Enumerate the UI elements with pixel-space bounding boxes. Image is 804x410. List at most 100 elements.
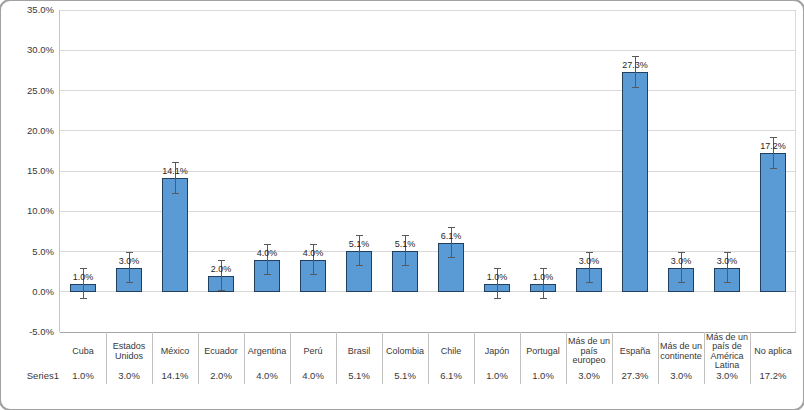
error-bar-cap-top: [448, 227, 455, 228]
data-table-value: 5.1%: [382, 370, 428, 383]
category-label: Estados Unidos: [106, 333, 152, 370]
error-bar-cap-bottom: [678, 282, 685, 283]
chart-window: Series1 35.0%30.0%25.0%20.0%15.0%10.0%5.…: [0, 0, 804, 410]
category-label: Brasil: [336, 333, 382, 370]
bar: [760, 153, 786, 291]
bar-data-label: 5.1%: [339, 239, 379, 249]
error-bar-cap-bottom: [724, 282, 731, 283]
error-bar-cap-top: [586, 252, 593, 253]
category-label: Portugal: [520, 333, 566, 370]
table-separator: [704, 332, 705, 384]
table-separator: [152, 332, 153, 384]
error-bar-cap-top: [402, 235, 409, 236]
error-bar-cap-bottom: [632, 87, 639, 88]
data-table-value: 1.0%: [60, 370, 106, 383]
plot-right-border: [795, 10, 796, 332]
category-label: Más de un país de América Latina: [704, 333, 750, 370]
bar-data-label: 6.1%: [431, 231, 471, 241]
data-table-value: 6.1%: [428, 370, 474, 383]
y-axis-label: 35.0%: [0, 5, 54, 15]
table-separator: [428, 332, 429, 384]
y-axis-label: 15.0%: [0, 166, 54, 176]
bar-data-label: 3.0%: [109, 256, 149, 266]
data-table-value: 3.0%: [566, 370, 612, 383]
bar-data-label: 1.0%: [63, 272, 103, 282]
bar-data-label: 5.1%: [385, 239, 425, 249]
gridline: [60, 50, 796, 51]
error-bar-cap-top: [310, 244, 317, 245]
category-label: Argentina: [244, 333, 290, 370]
data-table-value: 17.2%: [750, 370, 796, 383]
error-bar-cap-top: [678, 252, 685, 253]
y-axis-label: 20.0%: [0, 126, 54, 136]
data-table-value: 5.1%: [336, 370, 382, 383]
error-bar-cap-bottom: [126, 282, 133, 283]
data-table-value: 2.0%: [198, 370, 244, 383]
data-table-value: 27.3%: [612, 370, 658, 383]
error-bar-cap-top: [172, 162, 179, 163]
y-axis-label: 0.0%: [0, 287, 54, 297]
y-axis-label: 30.0%: [0, 45, 54, 55]
table-separator: [474, 332, 475, 384]
y-axis-label: 10.0%: [0, 206, 54, 216]
error-bar-cap-bottom: [448, 257, 455, 258]
category-label: Más de un continente: [658, 333, 704, 370]
bar-data-label: 14.1%: [155, 166, 195, 176]
category-label: Más de un país europeo: [566, 333, 612, 370]
table-separator: [566, 332, 567, 384]
error-bar-cap-bottom: [540, 298, 547, 299]
category-label: España: [612, 333, 658, 370]
error-bar-cap-bottom: [218, 290, 225, 291]
bar-data-label: 1.0%: [523, 272, 563, 282]
error-bar-cap-bottom: [264, 274, 271, 275]
data-table-value: 1.0%: [474, 370, 520, 383]
bar-data-label: 2.0%: [201, 264, 241, 274]
error-bar-cap-bottom: [356, 265, 363, 266]
error-bar-cap-bottom: [770, 168, 777, 169]
category-label: México: [152, 333, 198, 370]
data-table-value: 1.0%: [520, 370, 566, 383]
bar-data-label: 3.0%: [707, 256, 747, 266]
category-label: Cuba: [60, 333, 106, 370]
table-separator: [106, 332, 107, 384]
gridline: [60, 10, 796, 11]
data-table-value: 14.1%: [152, 370, 198, 383]
error-bar-cap-bottom: [402, 265, 409, 266]
bar-data-label: 4.0%: [293, 248, 333, 258]
bar-data-label: 1.0%: [477, 272, 517, 282]
y-axis-label: 25.0%: [0, 86, 54, 96]
data-table-value: 4.0%: [290, 370, 336, 383]
data-table-value: 3.0%: [658, 370, 704, 383]
table-separator: [382, 332, 383, 384]
error-bar-cap-top: [540, 268, 547, 269]
category-label: Ecuador: [198, 333, 244, 370]
data-table-value: 3.0%: [704, 370, 750, 383]
category-label: Perú: [290, 333, 336, 370]
category-label: No aplica: [750, 333, 796, 370]
table-separator: [198, 332, 199, 384]
error-bar-cap-top: [356, 235, 363, 236]
bar-data-label: 17.2%: [753, 141, 793, 151]
category-label: Colombia: [382, 333, 428, 370]
error-bar-cap-bottom: [310, 274, 317, 275]
category-label: Chile: [428, 333, 474, 370]
y-axis-label: -5.0%: [0, 327, 54, 337]
data-table-value: 3.0%: [106, 370, 152, 383]
error-bar-cap-top: [770, 137, 777, 138]
table-separator: [750, 332, 751, 384]
error-bar-cap-top: [126, 252, 133, 253]
error-bar-cap-top: [218, 260, 225, 261]
bar: [622, 72, 648, 292]
bar: [162, 178, 188, 292]
error-bar-cap-bottom: [80, 298, 87, 299]
table-separator: [336, 332, 337, 384]
bar-data-label: 3.0%: [661, 256, 701, 266]
error-bar-cap-top: [494, 268, 501, 269]
error-bar-cap-top: [264, 244, 271, 245]
bar-chart: Series1 35.0%30.0%25.0%20.0%15.0%10.0%5.…: [0, 0, 804, 410]
error-bar-cap-bottom: [172, 193, 179, 194]
data-table-value: 4.0%: [244, 370, 290, 383]
bar-data-label: 4.0%: [247, 248, 287, 258]
gridline: [60, 90, 796, 91]
bar-data-label: 3.0%: [569, 256, 609, 266]
